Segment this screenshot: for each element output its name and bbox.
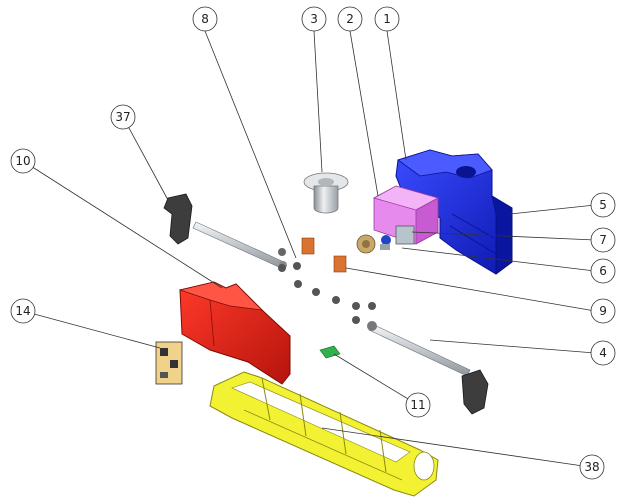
- balloon-14: 14: [10, 298, 36, 324]
- balloon-38: 38: [579, 454, 605, 480]
- flange-bushing-part: [303, 172, 349, 214]
- balloon-6: 6: [590, 258, 616, 284]
- yellow-frame-part: [209, 371, 439, 497]
- balloon-7: 7: [590, 227, 616, 253]
- balloon-label: 6: [599, 264, 607, 278]
- balloon-3: 3: [301, 6, 327, 32]
- balloon-11: 11: [405, 392, 431, 418]
- balloon-label: 4: [599, 346, 607, 360]
- balloon-label: 8: [201, 12, 209, 26]
- red-housing-part: [178, 281, 291, 385]
- leader-5: [509, 204, 596, 215]
- balloon-label: 9: [599, 304, 607, 318]
- balloon-4: 4: [590, 340, 616, 366]
- leader-8: [204, 30, 297, 259]
- lower-shaft-part: [367, 321, 471, 377]
- leader-3: [313, 30, 323, 173]
- upper-shaft-part: [192, 221, 287, 269]
- leader-4: [429, 339, 596, 354]
- blue-housing-part: [395, 149, 513, 275]
- leader-9: [345, 267, 596, 312]
- balloon-label: 3: [310, 12, 318, 26]
- blue-small-part: [380, 235, 391, 250]
- balloon-label: 38: [584, 460, 599, 474]
- balloon-label: 10: [15, 154, 30, 168]
- balloon-37: 37: [110, 104, 136, 130]
- balloon-label: 11: [410, 398, 425, 412]
- balloon-label: 14: [15, 304, 30, 318]
- leader-10: [22, 160, 223, 289]
- balloon-10: 10: [10, 148, 36, 174]
- leader-11: [333, 353, 419, 406]
- leader-38: [321, 427, 591, 468]
- balloon-label: 7: [599, 233, 607, 247]
- balloon-1: 1: [374, 6, 400, 32]
- balloon-label: 2: [346, 12, 354, 26]
- balloon-2: 2: [337, 6, 363, 32]
- leader-6: [401, 247, 596, 272]
- balloon-label: 1: [383, 12, 391, 26]
- leader-7: [411, 231, 596, 241]
- balloon-label: 5: [599, 198, 607, 212]
- gear-part: [356, 234, 376, 254]
- balloon-5: 5: [590, 192, 616, 218]
- gray-end-cap-part: [163, 193, 489, 415]
- balloon-label: 37: [115, 110, 130, 124]
- leader-2: [349, 30, 379, 197]
- leader-lines: [22, 30, 596, 468]
- balloon-8: 8: [192, 6, 218, 32]
- balloon-9: 9: [590, 298, 616, 324]
- leader-37: [122, 116, 169, 201]
- washer-set: [278, 248, 376, 324]
- copper-clip-part: [301, 237, 347, 273]
- leader-14: [22, 310, 161, 349]
- leader-1: [386, 30, 407, 161]
- connector-board-part: [155, 341, 183, 385]
